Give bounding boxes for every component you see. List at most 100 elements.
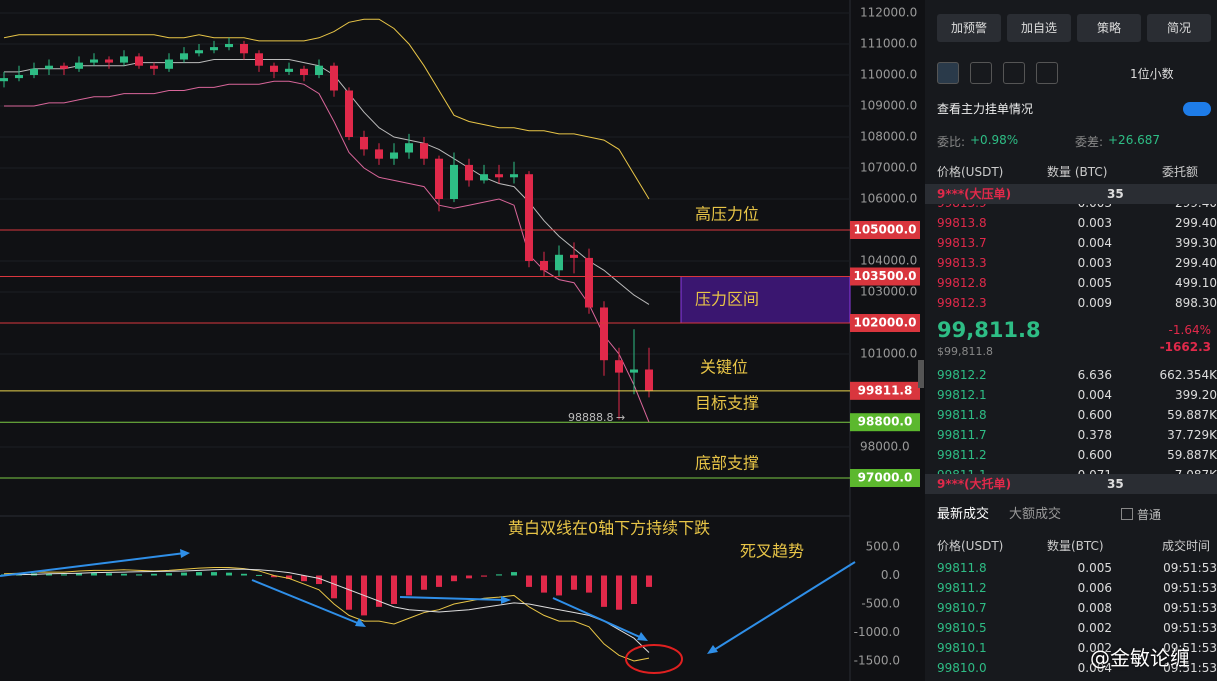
banner-name: 9***(大托单) (937, 477, 1012, 491)
macd-bar (421, 575, 427, 590)
watermark: @金敏论缠 (1090, 646, 1190, 670)
annotation: 黄白双线在0轴下方持续下跌 (508, 519, 710, 538)
amount: 09:51:53 (1163, 661, 1217, 675)
price: 99811.8 (937, 408, 987, 422)
row: 99811.2 0.006 09:51:53 (937, 578, 1217, 598)
level-box (850, 221, 920, 239)
row: 99810.0 0.004 09:51:53 (937, 658, 1217, 678)
scroll-handle (918, 360, 924, 388)
level-label: 98800.0 (858, 415, 913, 429)
macd-bar (616, 575, 622, 610)
price: 99812.3 (937, 296, 987, 310)
macd-bar (181, 572, 187, 576)
row: 99810.5 0.002 09:51:53 (937, 618, 1217, 638)
macd-bar (436, 575, 442, 587)
candle-body (30, 68, 38, 75)
change: -1662.3 (1159, 340, 1211, 354)
candle-body (330, 65, 338, 91)
candle-body (420, 143, 428, 159)
amount: 399.20 (1175, 388, 1217, 402)
candle-body (225, 44, 233, 48)
qty: 0.003 (1077, 256, 1112, 270)
price: 99811.2 (937, 581, 987, 595)
row: 99811.7 0.378 37.729K (937, 425, 1217, 445)
y-tick-label: 112000.0 (860, 6, 917, 20)
banner: 9***(大托单) 35 (925, 474, 1217, 494)
macd-bar (301, 575, 307, 582)
row: 99813.8 0.003 299.40 (937, 213, 1217, 233)
annotation: 压力区间 (695, 289, 759, 308)
candle-body (210, 47, 218, 51)
macd-tick-label: -1000.0 (854, 625, 900, 639)
button[interactable]: 策略 (1077, 14, 1141, 42)
banner-name: 9***(大压单) (937, 187, 1012, 201)
level-box (850, 469, 920, 487)
arrow (399, 596, 506, 601)
button[interactable]: 简况 (1147, 14, 1211, 42)
y-tick-label: 104000.0 (860, 254, 917, 268)
amount: 59.887K (1167, 448, 1217, 462)
y-tick-label: 109000.0 (860, 99, 917, 113)
arrowhead (707, 645, 718, 654)
banner-count: 35 (1107, 187, 1124, 201)
macd-bar (451, 575, 457, 582)
button[interactable]: 加自选 (1007, 14, 1071, 42)
candle-body (285, 68, 293, 72)
level-label: 97000.0 (858, 471, 913, 485)
qty: 0.600 (1077, 408, 1112, 422)
button[interactable]: 加预警 (937, 14, 1001, 42)
circle-marker (625, 644, 683, 674)
amount: 09:51:53 (1163, 581, 1217, 595)
drawings (0, 360, 924, 674)
qty: 0.004 (1077, 236, 1112, 250)
candle-body (345, 90, 353, 137)
header: 成交时间 (1162, 539, 1211, 553)
macd-bar (226, 572, 232, 576)
arrow (552, 597, 643, 639)
level-label: 103500.0 (853, 269, 916, 283)
banner: 9***(大压单) 35 (925, 184, 1217, 204)
macd-line (3, 568, 650, 653)
macd-bar (46, 573, 52, 576)
amount: 09:51:53 (1163, 621, 1217, 635)
macd-bar (391, 575, 397, 604)
macd-tick-label: 0.0 (881, 568, 900, 582)
candle-body (630, 369, 638, 373)
arrow (251, 579, 361, 625)
qty: 0.002 (1077, 621, 1112, 635)
candle-body (120, 56, 128, 63)
level-box (850, 413, 920, 432)
price: 99813.8 (937, 216, 987, 230)
candle-body (15, 75, 23, 79)
candle-body (165, 59, 173, 69)
candle-body (255, 53, 263, 66)
candle-body (585, 257, 593, 308)
tab[interactable]: 最新成交 (937, 507, 990, 522)
price: 99811.2 (937, 448, 987, 462)
low-arrow: → (616, 411, 625, 424)
amount: 898.30 (1175, 296, 1217, 310)
macd-bar (196, 572, 202, 576)
macd-bar (646, 575, 652, 587)
macd-bar (211, 572, 217, 576)
last-usd: $99,811.8 (937, 345, 993, 358)
candle-body (135, 56, 143, 66)
tab[interactable]: 大额成交 (1009, 507, 1062, 522)
macd-bar (61, 574, 67, 576)
candle-body (495, 174, 503, 178)
candle-body (540, 261, 548, 271)
candle-body (510, 174, 518, 178)
row: 99812.8 0.005 499.10 (937, 273, 1217, 293)
checkbox-label: 普通 (1137, 508, 1162, 522)
header: 数量 (BTC) (1047, 165, 1108, 179)
macd-bar (526, 575, 532, 587)
view-icon (1036, 62, 1058, 84)
y-tick-label: 101000.0 (860, 347, 917, 361)
price: 99810.0 (937, 661, 987, 675)
annotation: 死叉趋势 (740, 542, 804, 561)
macd-bar (331, 575, 337, 599)
arrow (0, 552, 186, 577)
macd-bar (601, 575, 607, 607)
main-orders-link: 查看主力挂单情况 (937, 102, 1034, 116)
amount: 09:51:53 (1163, 601, 1217, 615)
